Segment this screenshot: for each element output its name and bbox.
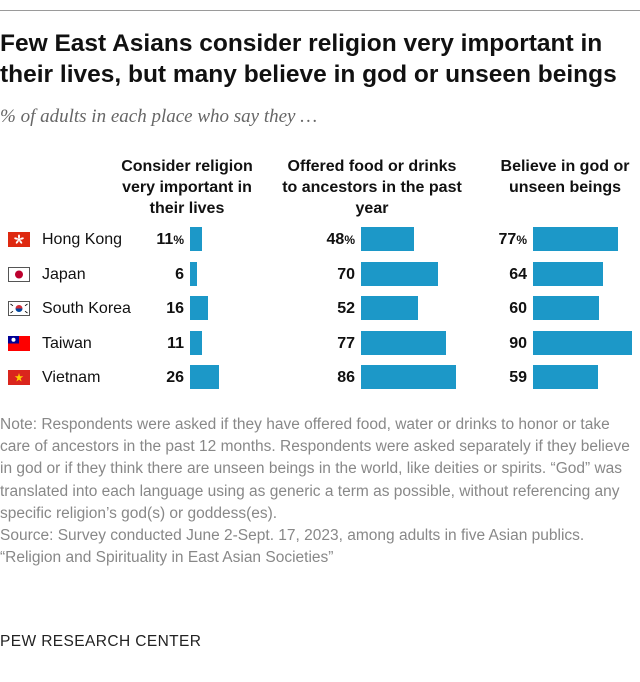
value-label-offered-food: 86 [337, 369, 355, 387]
row-taiwan: Taiwan 11 77 90 [0, 329, 640, 359]
country-label: Hong Kong [42, 231, 123, 248]
value-label-offered-food: 48% [327, 231, 355, 249]
bar-believe-god-south-korea [533, 296, 599, 320]
column-heading-believe-god: Believe in god or unseen beings [500, 158, 630, 196]
south-korea-flag-icon [8, 301, 30, 316]
chart-title: Few East Asians consider religion very i… [0, 30, 617, 88]
chart-subtitle: % of adults in each place who say they … [0, 106, 318, 127]
row-south-korea: South Korea 16 52 60 [0, 294, 640, 324]
notes: Note: Respondents were asked if they hav… [0, 414, 636, 569]
value-label-religion-important: 11 [167, 335, 184, 353]
bar-offered-food-taiwan [361, 331, 446, 355]
value-number: 52 [337, 300, 355, 317]
value-number: 59 [509, 369, 527, 386]
value-number: 6 [175, 266, 184, 283]
value-number: 77 [498, 231, 517, 248]
value-number: 11 [156, 231, 174, 248]
value-number: 60 [509, 300, 527, 317]
vietnam-flag-icon [8, 370, 30, 385]
value-label-offered-food: 70 [337, 266, 355, 284]
value-number: 48 [326, 231, 345, 248]
bar-offered-food-south-korea [361, 296, 419, 320]
value-label-believe-god: 77% [499, 231, 527, 249]
bar-religion-important-vietnam [190, 365, 219, 389]
bar-believe-god-hong-kong [533, 227, 618, 251]
value-number: 11 [167, 335, 184, 352]
value-number: 70 [337, 266, 355, 283]
value-label-offered-food: 77 [337, 335, 355, 353]
value-label-religion-important: 11% [156, 231, 184, 249]
column-heading-offered-food: Offered food or drinks to ancestors in t… [282, 158, 462, 217]
value-number: 77 [337, 335, 355, 352]
value-label-religion-important: 16 [166, 300, 184, 318]
value-number: 90 [509, 335, 527, 352]
value-label-religion-important: 26 [166, 369, 184, 387]
bar-offered-food-vietnam [361, 365, 456, 389]
japan-flag-icon [8, 267, 30, 282]
row-hong-kong: Hong Kong 11% 48% 77% [0, 225, 640, 255]
value-label-offered-food: 52 [337, 300, 355, 318]
value-number: 16 [166, 300, 184, 317]
hong-kong-flag-icon [8, 232, 30, 247]
bar-religion-important-south-korea [190, 296, 208, 320]
source-text: Source: Survey conducted June 2-Sept. 17… [0, 527, 585, 545]
value-number: 86 [337, 369, 355, 386]
bar-religion-important-japan [190, 262, 197, 286]
bar-religion-important-hong-kong [190, 227, 203, 251]
column-heading-religion-important: Consider religion very important in thei… [121, 158, 253, 217]
country-label: Taiwan [42, 335, 92, 352]
bar-offered-food-hong-kong [361, 227, 414, 251]
value-number: 64 [509, 266, 527, 283]
value-label-believe-god: 64 [509, 266, 527, 284]
row-vietnam: Vietnam 26 86 59 [0, 363, 640, 393]
value-label-religion-important: 6 [175, 266, 184, 284]
organization-name: PEW RESEARCH CENTER [0, 633, 202, 650]
row-japan: Japan 6 70 64 [0, 260, 640, 290]
taiwan-flag-icon [8, 336, 30, 351]
percent-sign: % [173, 233, 184, 247]
value-number: 26 [166, 369, 184, 386]
bar-offered-food-japan [361, 262, 438, 286]
bar-believe-god-taiwan [533, 331, 632, 355]
top-rule [0, 10, 640, 11]
report-title: “Religion and Spirituality in East Asian… [0, 549, 334, 567]
value-label-believe-god: 60 [509, 300, 527, 318]
country-label: Japan [42, 266, 86, 283]
country-label: South Korea [42, 300, 131, 317]
percent-sign: % [516, 233, 527, 247]
bar-religion-important-taiwan [190, 331, 203, 355]
bar-believe-god-vietnam [533, 365, 598, 389]
note-text: Note: Respondents were asked if they hav… [0, 416, 630, 522]
value-label-believe-god: 90 [509, 335, 527, 353]
country-label: Vietnam [42, 369, 101, 386]
bar-believe-god-japan [533, 262, 604, 286]
value-label-believe-god: 59 [509, 369, 527, 387]
percent-sign: % [344, 233, 355, 247]
